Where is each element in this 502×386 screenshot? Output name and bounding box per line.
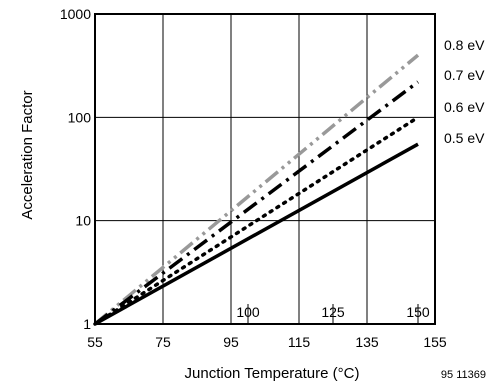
series-labels: 0.8 eV 0.7 eV 0.6 eV 0.5 eV: [444, 37, 485, 146]
x-tick-label: 95: [223, 334, 239, 350]
series-label: 0.8 eV: [444, 37, 485, 53]
y-tick-labels: 1 10 100 1000: [60, 6, 91, 332]
x-tick-label: 55: [87, 334, 103, 350]
inner-tick-label: 100: [236, 304, 260, 320]
figure-number: 95 11369: [441, 369, 486, 381]
y-axis-label: Acceleration Factor: [19, 90, 36, 219]
x-axis-label: Junction Temperature (°C): [185, 365, 360, 382]
y-tick-label: 10: [75, 213, 91, 229]
grid-lines: [94, 13, 436, 325]
series-line: [93, 115, 420, 326]
x-tick-label: 75: [155, 334, 171, 350]
y-tick-label: 1: [83, 316, 91, 332]
inner-tick-labels: 100 125 150: [236, 304, 430, 324]
x-tick-label: 135: [355, 334, 379, 350]
series-label: 0.7 eV: [444, 67, 485, 83]
series-label: 0.6 eV: [444, 99, 485, 115]
plot-frame: [94, 13, 436, 325]
y-tick-label: 1000: [60, 6, 91, 22]
x-tick-label: 155: [423, 334, 447, 350]
series-line: [93, 80, 420, 326]
x-tick-label: 115: [288, 334, 311, 350]
inner-tick-label: 150: [406, 304, 430, 320]
series-line: [93, 53, 420, 326]
series-lines: [93, 53, 420, 326]
series-label: 0.5 eV: [444, 130, 485, 146]
y-tick-label: 100: [68, 109, 92, 125]
x-tick-labels: 55 75 95 115 135 155: [87, 334, 447, 350]
series-line: [94, 142, 419, 326]
inner-tick-label: 125: [321, 304, 345, 320]
